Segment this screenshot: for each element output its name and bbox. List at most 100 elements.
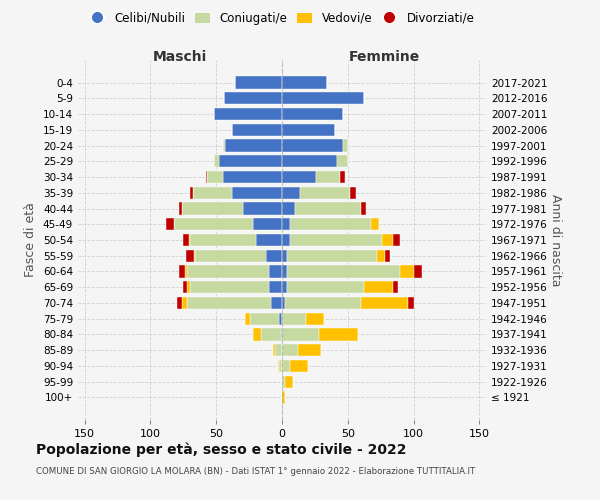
Text: COMUNE DI SAN GIORGIO LA MOLARA (BN) - Dati ISTAT 1° gennaio 2022 - Elaborazione: COMUNE DI SAN GIORGIO LA MOLARA (BN) - D…	[36, 468, 475, 476]
Bar	[193, 186, 232, 199]
Bar	[337, 155, 348, 168]
Text: Maschi: Maschi	[153, 50, 207, 64]
Bar	[282, 218, 290, 230]
Bar	[287, 250, 377, 262]
Bar	[282, 202, 295, 214]
Bar	[385, 250, 390, 262]
Legend: Celibi/Nubili, Coniugati/e, Vedovi/e, Divorziati/e: Celibi/Nubili, Coniugati/e, Vedovi/e, Di…	[86, 8, 478, 28]
Bar	[282, 92, 364, 104]
Bar	[269, 281, 282, 293]
Bar	[282, 376, 284, 388]
Bar	[275, 344, 282, 356]
Bar	[298, 344, 322, 356]
Bar	[223, 140, 226, 151]
Bar	[166, 218, 174, 230]
Bar	[179, 202, 182, 214]
Y-axis label: Anni di nascita: Anni di nascita	[548, 194, 562, 286]
Bar	[223, 171, 282, 183]
Bar	[282, 108, 343, 120]
Bar	[282, 171, 316, 183]
Bar	[282, 281, 287, 293]
Bar	[280, 360, 282, 372]
Bar	[269, 266, 282, 278]
Bar	[183, 281, 187, 293]
Bar	[232, 124, 282, 136]
Bar	[282, 297, 284, 309]
Bar	[282, 328, 319, 340]
Bar	[282, 234, 290, 246]
Bar	[250, 312, 280, 325]
Bar	[284, 376, 293, 388]
Bar	[273, 344, 275, 356]
Bar	[377, 250, 385, 262]
Bar	[282, 392, 284, 404]
Bar	[382, 234, 392, 246]
Bar	[282, 250, 287, 262]
Bar	[282, 266, 287, 278]
Bar	[282, 124, 335, 136]
Bar	[179, 266, 185, 278]
Bar	[409, 297, 413, 309]
Bar	[290, 234, 382, 246]
Bar	[295, 202, 361, 214]
Bar	[281, 328, 282, 340]
Bar	[319, 328, 358, 340]
Bar	[190, 281, 269, 293]
Bar	[187, 297, 271, 309]
Bar	[282, 140, 343, 151]
Bar	[207, 171, 223, 183]
Bar	[301, 186, 350, 199]
Bar	[226, 140, 282, 151]
Bar	[185, 266, 187, 278]
Bar	[177, 297, 182, 309]
Bar	[284, 297, 361, 309]
Bar	[214, 108, 282, 120]
Bar	[290, 218, 371, 230]
Bar	[253, 328, 261, 340]
Bar	[361, 297, 409, 309]
Bar	[282, 360, 290, 372]
Bar	[186, 250, 194, 262]
Bar	[282, 344, 298, 356]
Bar	[256, 234, 282, 246]
Bar	[290, 360, 308, 372]
Bar	[392, 234, 400, 246]
Bar	[261, 328, 281, 340]
Bar	[183, 234, 188, 246]
Bar	[280, 312, 282, 325]
Bar	[266, 250, 282, 262]
Bar	[316, 171, 340, 183]
Bar	[245, 312, 250, 325]
Bar	[206, 171, 207, 183]
Bar	[219, 155, 282, 168]
Y-axis label: Fasce di età: Fasce di età	[25, 202, 37, 278]
Bar	[182, 297, 187, 309]
Bar	[242, 202, 282, 214]
Bar	[224, 92, 282, 104]
Bar	[182, 202, 242, 214]
Bar	[278, 360, 280, 372]
Bar	[282, 76, 327, 88]
Bar	[350, 186, 356, 199]
Bar	[282, 312, 305, 325]
Bar	[214, 155, 219, 168]
Bar	[413, 266, 422, 278]
Bar	[190, 186, 193, 199]
Bar	[235, 76, 282, 88]
Bar	[340, 171, 345, 183]
Bar	[343, 140, 348, 151]
Bar	[194, 250, 195, 262]
Text: Popolazione per età, sesso e stato civile - 2022: Popolazione per età, sesso e stato civil…	[36, 442, 407, 457]
Bar	[282, 155, 337, 168]
Bar	[174, 218, 253, 230]
Bar	[253, 218, 282, 230]
Bar	[287, 281, 364, 293]
Bar	[361, 202, 366, 214]
Bar	[271, 297, 282, 309]
Bar	[400, 266, 413, 278]
Bar	[392, 281, 398, 293]
Bar	[195, 250, 266, 262]
Text: Femmine: Femmine	[349, 50, 419, 64]
Bar	[371, 218, 379, 230]
Bar	[364, 281, 392, 293]
